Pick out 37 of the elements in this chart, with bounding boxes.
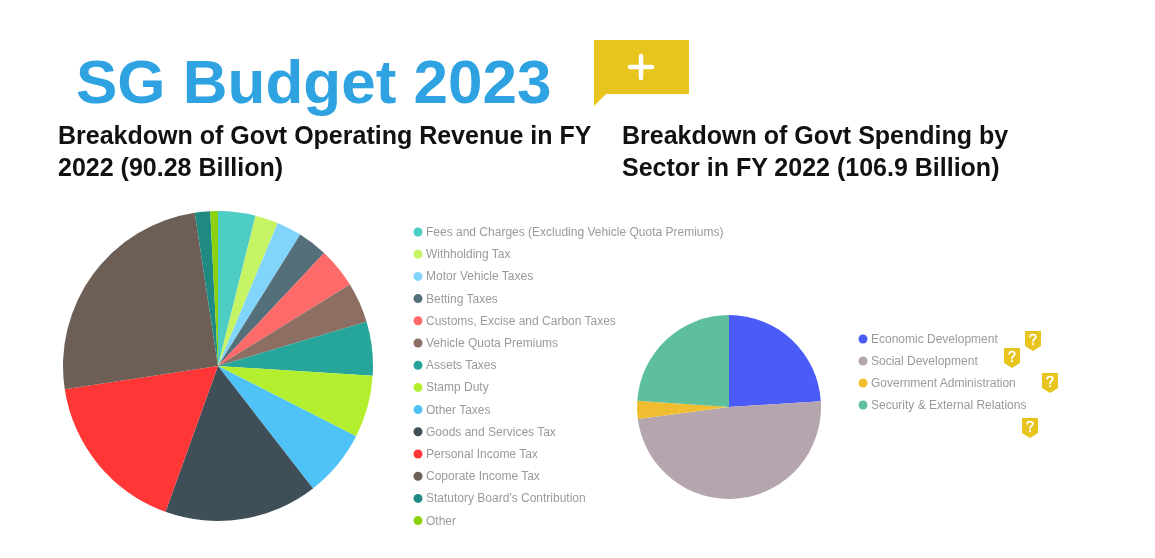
pie-slice [218,234,325,366]
pie-slice [165,366,313,521]
legend-label: Security & External Relations [871,398,1027,412]
legend-label: Customs, Excise and Carbon Taxes [426,313,616,328]
pie-slice [218,321,373,376]
legend-label: Social Development [871,354,979,368]
pie-slice [63,212,218,390]
pie-slice [64,366,218,512]
legend-label: Other [426,513,457,528]
pie-slice [218,284,367,366]
legend-label: Stamp Duty [426,380,489,395]
pie-slice [218,253,350,366]
pie-slice [637,401,821,499]
legend-label: Statutory Board's Contribution [426,491,586,506]
pie-slice [218,211,256,366]
legend-label: Economic Development [871,332,999,346]
pie-slice [218,366,373,437]
chart-title: SG Budget 2023 [76,47,552,116]
legend-label: Vehicle Quota Premiums [426,336,559,350]
pie-slice [218,215,278,366]
legend-label: Personal Income Tax [426,447,538,461]
pie-slice [637,315,729,407]
legend-label: Fees and Charges (Excluding Vehicle Quota Premiums) [426,225,724,239]
chart-title: Breakdown of Govt Spending by Sector in FY 2022 (106.9 Billion) [622,121,1009,181]
legend-label: Government Administration [871,376,1016,390]
legend-label: Withholding Tax [426,247,511,262]
chart-subtitle: Breakdown of Govt Operating Revenue in FY 2022 (90.28 Billion) [58,121,592,181]
legend-label: Goods and Services Tax [426,424,556,439]
pie-slice [218,222,301,366]
pie-slice [218,366,357,489]
legend-label: Other Taxes [426,402,491,417]
legend-label: Coporate Income Tax [426,469,540,484]
pie-slice [194,211,218,366]
legend-label: Assets Taxes [426,358,497,373]
pie-slice [729,315,821,407]
legend-label: Betting Taxes [426,291,498,306]
legend-label: Motor Vehicle Taxes [426,269,534,284]
